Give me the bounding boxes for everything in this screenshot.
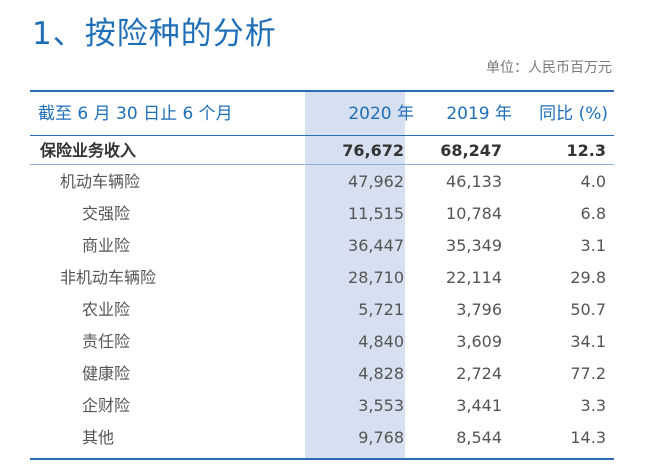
table-row: 非机动车辆险 28,710 22,114 29.8: [30, 262, 614, 294]
value-2019: 3,796: [456, 300, 502, 319]
value-2020: 3,553: [358, 396, 404, 415]
value-2019: 22,114: [446, 268, 502, 287]
row-label: 机动车辆险: [60, 172, 141, 191]
table-row: 机动车辆险 47,962 46,133 4.0: [30, 166, 614, 198]
row-label: 农业险: [82, 300, 131, 319]
page-title: 1、按险种的分析: [32, 16, 277, 52]
value-2019: 8,544: [456, 428, 502, 447]
value-2020: 5,721: [358, 300, 404, 319]
value-yoy: 6.8: [580, 204, 606, 223]
total-bottom-rule: [30, 164, 614, 165]
value-2020: 4,828: [358, 364, 404, 383]
value-2020: 9,768: [358, 428, 404, 447]
table-row: 农业险 5,721 3,796 50.7: [30, 294, 614, 326]
table-row: 责任险 4,840 3,609 34.1: [30, 326, 614, 358]
unit-note: 单位：人民币百万元: [486, 60, 612, 76]
row-label: 责任险: [82, 332, 131, 351]
value-2019: 46,133: [446, 172, 502, 191]
row-label: 商业险: [82, 236, 131, 255]
header-2020: 2020 年: [348, 104, 414, 124]
value-yoy: 50.7: [570, 300, 606, 319]
row-label: 企财险: [82, 396, 131, 415]
row-label: 健康险: [82, 364, 131, 383]
value-yoy: 77.2: [570, 364, 606, 383]
value-yoy: 12.3: [566, 141, 606, 160]
row-label: 其他: [82, 428, 115, 447]
row-label: 交强险: [82, 204, 131, 223]
value-yoy: 3.3: [580, 396, 606, 415]
table-row-total: 保险业务收入 76,672 68,247 12.3: [30, 135, 614, 167]
value-2019: 3,609: [456, 332, 502, 351]
table-row: 健康险 4,828 2,724 77.2: [30, 358, 614, 390]
value-2019: 68,247: [440, 141, 502, 160]
table-top-rule: [30, 90, 614, 92]
row-label: 保险业务收入: [40, 141, 137, 160]
value-2019: 35,349: [446, 236, 502, 255]
table-row: 企财险 3,553 3,441 3.3: [30, 390, 614, 422]
table-row: 商业险 36,447 35,349 3.1: [30, 230, 614, 262]
header-period: 截至 6 月 30 日止 6 个月: [38, 104, 233, 124]
table-row: 其他 9,768 8,544 14.3: [30, 422, 614, 454]
value-2019: 2,724: [456, 364, 502, 383]
row-label: 非机动车辆险: [60, 268, 157, 287]
table-row: 交强险 11,515 10,784 6.8: [30, 198, 614, 230]
value-2020: 11,515: [348, 204, 404, 223]
value-2019: 10,784: [446, 204, 502, 223]
header-yoy: 同比 (%): [539, 104, 608, 124]
value-2020: 76,672: [342, 141, 404, 160]
value-yoy: 3.1: [580, 236, 606, 255]
value-2020: 36,447: [348, 236, 404, 255]
value-2020: 47,962: [348, 172, 404, 191]
value-2020: 4,840: [358, 332, 404, 351]
value-2020: 28,710: [348, 268, 404, 287]
value-yoy: 14.3: [570, 428, 606, 447]
value-yoy: 4.0: [580, 172, 606, 191]
value-2019: 3,441: [456, 396, 502, 415]
header-2019: 2019 年: [446, 104, 512, 124]
table-bottom-rule: [30, 458, 614, 460]
header-bottom-rule: [30, 135, 614, 136]
table-header-row: 截至 6 月 30 日止 6 个月 2020 年 2019 年 同比 (%): [30, 96, 614, 132]
value-yoy: 29.8: [570, 268, 606, 287]
value-yoy: 34.1: [570, 332, 606, 351]
column-highlight-2020: [305, 92, 405, 458]
